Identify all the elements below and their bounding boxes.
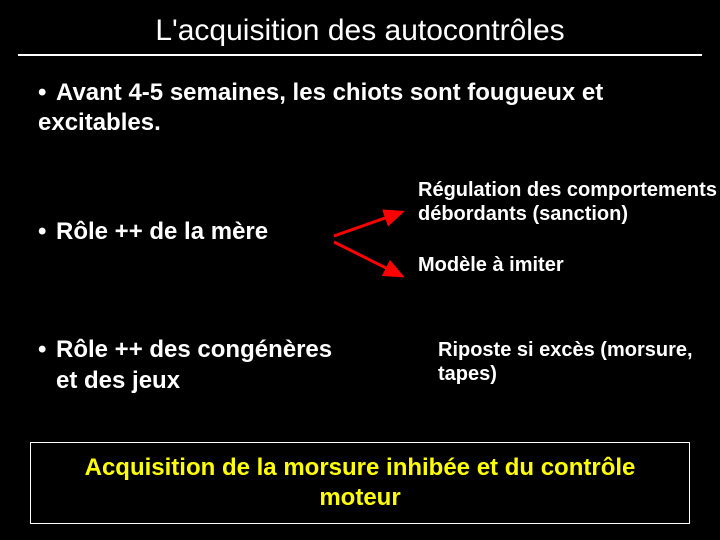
bullet3-line1: Rôle ++ des congénères (56, 336, 332, 363)
content-area: •Avant 4-5 semaines, les chiots sont fou… (0, 56, 720, 404)
bullet-dot-icon: • (38, 218, 56, 246)
bullet-item-2: •Rôle ++ de la mère (38, 218, 268, 246)
bullet2-text: Rôle ++ de la mère (56, 218, 268, 245)
slide-title: L'acquisition des autocontrôles (0, 0, 720, 54)
bullet-dot-icon: • (38, 334, 56, 365)
bullet1-text: Avant 4-5 semaines, les chiots sont foug… (38, 79, 603, 136)
model-text: Modèle à imiter (418, 254, 718, 277)
row-peers-role: •Rôle ++ des congénères et des jeux Ripo… (38, 334, 682, 404)
row-mother-role: •Rôle ++ de la mère Régulation des compo… (38, 178, 682, 296)
diverging-arrows-icon (330, 206, 420, 286)
bullet-dot-icon: • (38, 78, 56, 108)
riposte-text: Riposte si excès (morsure, tapes) (438, 338, 718, 386)
conclusion-text: Acquisition de la morsure inhibée et du … (43, 453, 677, 513)
right-column-mother: Régulation des comportements débordants … (418, 178, 718, 277)
conclusion-box: Acquisition de la morsure inhibée et du … (30, 442, 690, 524)
bullet-item-1: •Avant 4-5 semaines, les chiots sont fou… (38, 78, 682, 138)
regulation-text: Régulation des comportements débordants … (418, 178, 718, 226)
bullet3-line2: et des jeux (56, 367, 180, 394)
bullet-item-3: •Rôle ++ des congénères et des jeux (38, 334, 332, 396)
